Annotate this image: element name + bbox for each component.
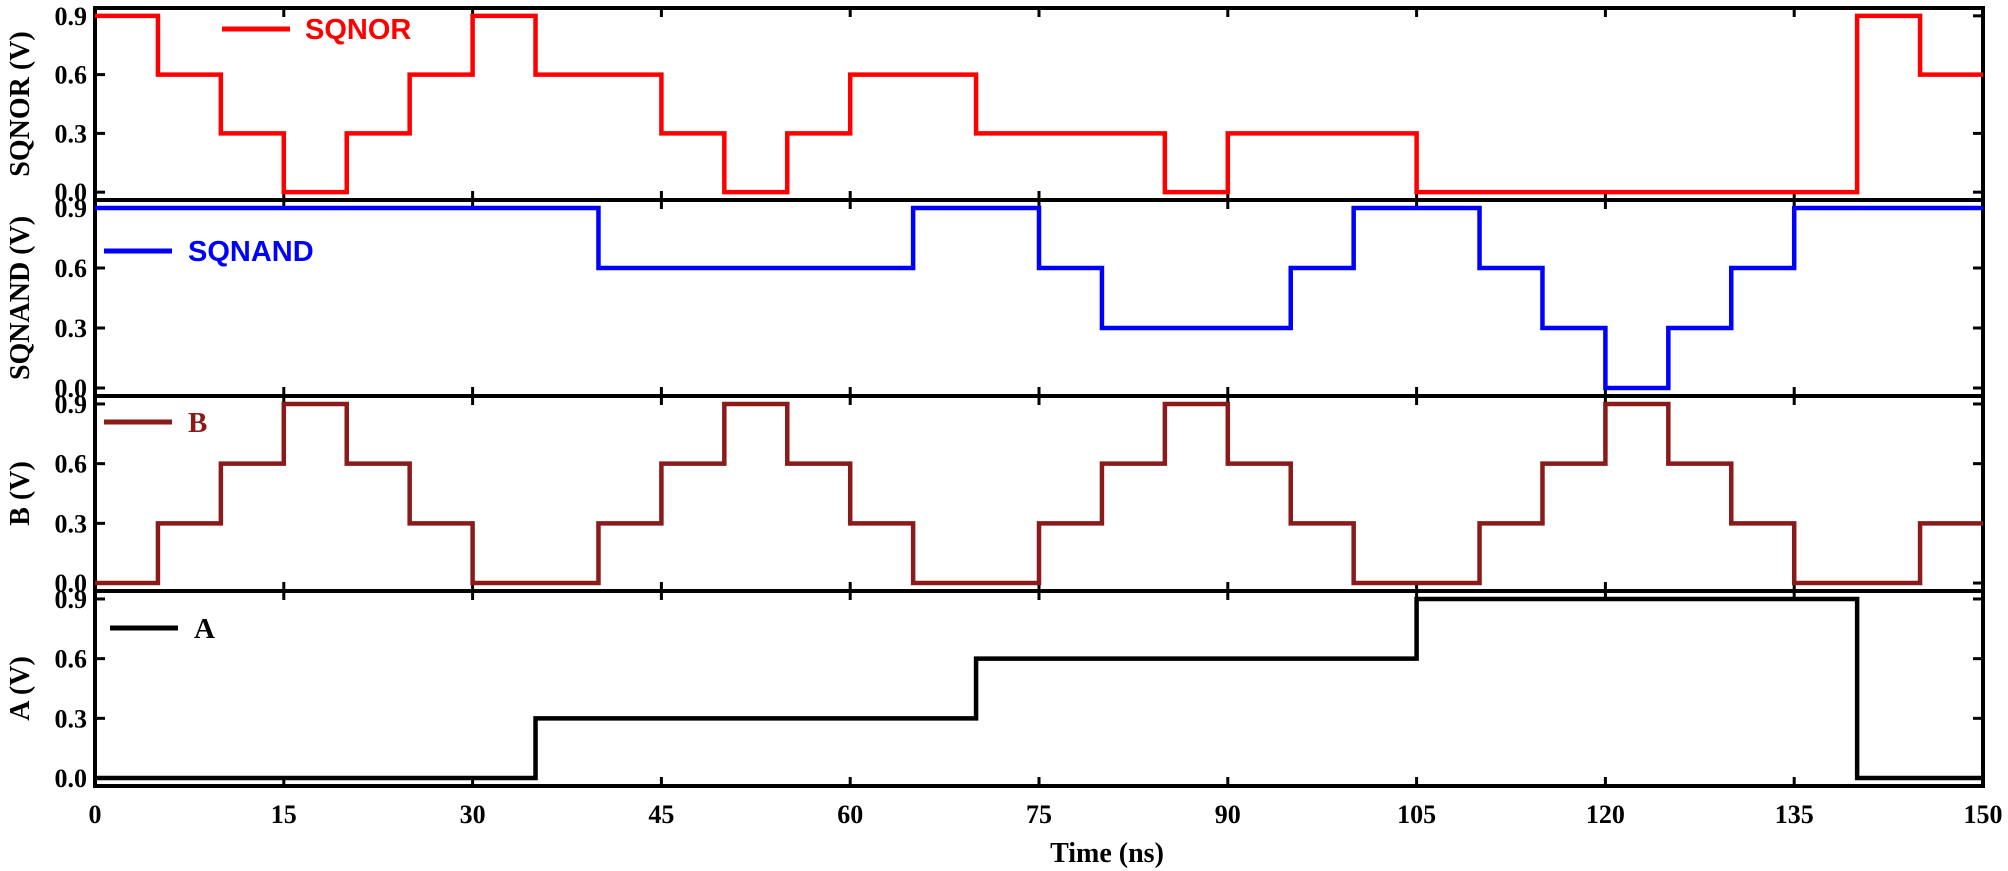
x-tick-label: 15 — [271, 800, 297, 829]
legend-label: A — [194, 613, 215, 645]
y-axis-title: SQNOR (V) — [5, 31, 36, 176]
y-tick-label: 0.6 — [55, 61, 88, 90]
y-tick-label: 0.9 — [55, 194, 88, 223]
y-axis-title: A (V) — [5, 656, 36, 721]
y-tick-label: 0.6 — [55, 645, 88, 674]
y-tick-label: 0.3 — [55, 314, 88, 343]
x-tick-label: 60 — [837, 800, 863, 829]
x-tick-label: 105 — [1397, 800, 1436, 829]
y-axis-title: B (V) — [5, 461, 36, 526]
panel-frame — [93, 589, 1985, 788]
series-line-sqnor — [95, 13, 1983, 195]
series-line-sqnand — [95, 205, 1983, 391]
panel-b: 0.0 0.3 0.6 0.9 B (V) B — [5, 390, 1985, 598]
panels: 0.0 0.3 0.6 0.9 SQNOR (V) SQNOR 0.0 0.3 0.6 0.9 SQ… — [5, 2, 1985, 793]
x-tick-label: 135 — [1775, 800, 1814, 829]
x-tick-label: 30 — [460, 800, 486, 829]
x-tick-label: 120 — [1586, 800, 1625, 829]
panel-sqnand: 0.0 0.3 0.6 0.9 SQNAND (V) SQNAND — [5, 194, 1985, 403]
x-tick-label: 0 — [89, 800, 102, 829]
y-tick-label: 0.3 — [55, 119, 88, 148]
y-tick-label: 0.0 — [55, 569, 88, 598]
panel-a: 0.0 0.3 0.6 0.9 A (V) A — [5, 585, 1985, 793]
y-axis-title: SQNAND (V) — [5, 216, 36, 380]
y-tick-label: 0.9 — [55, 585, 88, 614]
series-line-a — [95, 596, 1983, 781]
series-line-b — [95, 401, 1983, 586]
y-tick-label: 0.9 — [55, 390, 88, 419]
x-tick-label: 75 — [1026, 800, 1052, 829]
x-tick-label: 90 — [1215, 800, 1241, 829]
x-tick-label: 45 — [648, 800, 674, 829]
y-tick-label: 0.3 — [55, 509, 88, 538]
panel-sqnor: 0.0 0.3 0.6 0.9 SQNOR (V) SQNOR — [5, 2, 1985, 207]
x-axis-title: Time (ns) — [1050, 838, 1164, 869]
y-tick-label: 0.9 — [55, 2, 88, 31]
y-tick-label: 0.0 — [55, 178, 88, 207]
x-axis: 0 15 30 45 60 75 90 105 120 135 150 — [89, 800, 2003, 829]
y-tick-label: 0.0 — [55, 764, 88, 793]
x-tick-label: 150 — [1964, 800, 2003, 829]
legend-label: SQNAND — [188, 236, 314, 268]
y-tick-label: 0.3 — [55, 704, 88, 733]
y-tick-label: 0.6 — [55, 450, 88, 479]
y-tick-label: 0.6 — [55, 254, 88, 283]
legend-label: B — [188, 407, 207, 439]
y-tick-label: 0.0 — [55, 374, 88, 403]
legend-label: SQNOR — [305, 14, 411, 46]
